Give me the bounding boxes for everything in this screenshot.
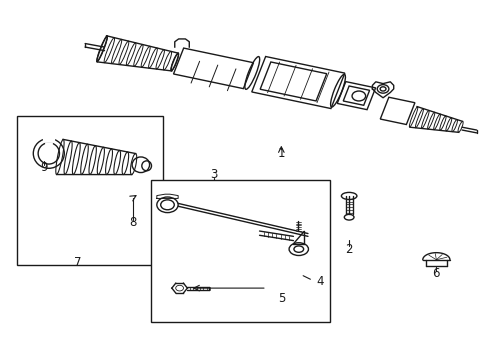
Text: 3: 3 [210, 168, 217, 181]
Text: 2: 2 [345, 243, 353, 256]
Text: 4: 4 [317, 275, 324, 288]
Bar [150, 180, 330, 322]
Text: 6: 6 [433, 267, 440, 280]
Text: 8: 8 [129, 216, 136, 229]
Text: 5: 5 [278, 292, 285, 305]
Bar [17, 116, 163, 265]
Text: 9: 9 [40, 161, 48, 174]
Text: 7: 7 [74, 256, 82, 269]
Text: 1: 1 [277, 147, 285, 160]
